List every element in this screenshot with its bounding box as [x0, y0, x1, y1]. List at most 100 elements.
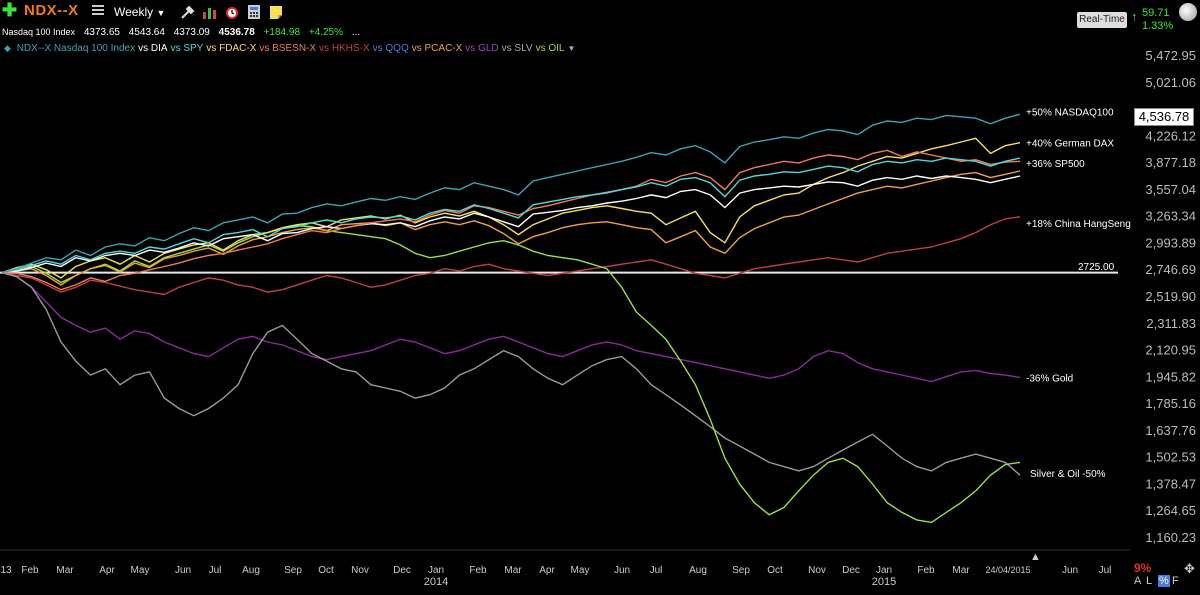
series-line-ndx[interactable]	[1, 113, 1021, 274]
x-tick-label: Feb	[21, 565, 39, 576]
series-line-slv[interactable]	[1, 272, 1021, 476]
quote-low: 4373.09	[173, 27, 210, 38]
legend-item[interactable]: vs OIL	[535, 43, 565, 54]
y-tick-label: 2,746.69	[1145, 262, 1196, 277]
notes-icon[interactable]	[268, 4, 284, 20]
annotation-label: +40% German DAX	[1026, 139, 1114, 150]
annotation-label: -36% Gold	[1026, 373, 1073, 384]
series-line-dax[interactable]	[1, 137, 1021, 279]
legend-item[interactable]: vs FDAC-X	[206, 43, 257, 54]
annotation-label: +18% China HangSeng	[1026, 219, 1131, 230]
x-tick-label: Feb	[917, 565, 935, 576]
x-tick-label: Jan	[876, 565, 892, 576]
scroll-marker-icon[interactable]: ▲	[1030, 551, 1041, 563]
series-line-bsesn[interactable]	[1, 149, 1021, 291]
quote-change: +184.98	[263, 27, 301, 38]
x-tick-label: Jan	[428, 565, 444, 576]
y-tick-label: 5,021.06	[1145, 75, 1196, 90]
realtime-button[interactable]: Real-Time	[1077, 12, 1127, 28]
fit-button[interactable]: F	[1172, 575, 1179, 587]
series-line-dia[interactable]	[1, 175, 1021, 274]
x-tick-label: Mar	[952, 565, 970, 576]
quote-line: Nasdaq 100 Index 4373.65 4543.64 4373.09…	[2, 27, 366, 38]
series-line-gld[interactable]	[1, 272, 1021, 383]
legend-item[interactable]: vs PCAC-X	[411, 43, 463, 54]
x-tick-label: Feb	[469, 565, 487, 576]
tools-icon[interactable]	[180, 4, 196, 20]
legend-item[interactable]: vs BSESN-X	[259, 43, 317, 54]
y-tick-label: 1,378.47	[1145, 476, 1196, 491]
x-tick-label: Dec	[393, 565, 411, 576]
legend-item[interactable]: NDX--X Nasdaq 100 Index	[16, 43, 136, 54]
chart-legend: ◆ NDX--X Nasdaq 100 Index vs DIA vs SPY vs …	[4, 43, 578, 54]
year-label: 2014	[424, 576, 448, 588]
series-line-hkhs[interactable]	[1, 216, 1021, 296]
quote-change-pct: +4.25%	[308, 27, 344, 38]
y-tick-label: 2,311.83	[1146, 316, 1196, 331]
log-scale-button[interactable]: L	[1146, 575, 1153, 587]
year-label: 2015	[872, 576, 896, 588]
series-line-spy[interactable]	[1, 157, 1021, 274]
x-tick-label: Sep	[284, 565, 302, 576]
pan-arrows-icon[interactable]: ✥	[1184, 561, 1195, 576]
y-tick-label: 3,557.04	[1145, 182, 1196, 197]
percent-scale-button[interactable]: %	[1158, 575, 1170, 587]
x-tick-label: Apr	[539, 565, 555, 576]
y-tick-label: 1,945.82	[1145, 369, 1196, 384]
percent-toggle-icon[interactable]: 9%	[1134, 561, 1152, 575]
up-arrow-icon: ↑	[1131, 9, 1138, 24]
quote-more[interactable]: ...	[351, 27, 361, 38]
auto-scale-button[interactable]: A	[1134, 575, 1142, 587]
quote-high: 4543.64	[128, 27, 165, 38]
x-tick-label: May	[131, 565, 150, 576]
legend-item[interactable]: vs SPY	[170, 43, 204, 54]
x-tick-label: May	[571, 565, 590, 576]
y-tick-label: 4,226.12	[1145, 128, 1196, 143]
series-line-pcac[interactable]	[1, 170, 1021, 286]
legend-item[interactable]: vs DIA	[138, 43, 168, 54]
legend-dropdown-icon[interactable]: ▼	[567, 44, 576, 53]
quote-close: 4536.78	[218, 27, 255, 38]
reference-line-label: 2725.00	[1078, 262, 1115, 273]
change-value: 59.71	[1142, 7, 1170, 19]
watchlist-icon[interactable]	[92, 5, 104, 17]
y-tick-label: 5,472.95	[1145, 48, 1196, 63]
y-tick-label: 1,785.16	[1145, 396, 1196, 411]
legend-item[interactable]: vs SLV	[501, 43, 533, 54]
y-tick-label: 2,993.89	[1145, 235, 1196, 250]
x-tick-label: Jul	[209, 565, 222, 576]
y-tick-label: 1,264.65	[1145, 503, 1196, 518]
alarm-icon[interactable]	[224, 4, 240, 20]
y-tick-label: 1,160.23	[1145, 530, 1196, 545]
legend-item[interactable]: vs HKHS-X	[319, 43, 370, 54]
x-tick-label: 13	[0, 565, 12, 576]
series-line-oil[interactable]	[1, 224, 1021, 524]
legend-item[interactable]: vs QQQ	[372, 43, 409, 54]
x-tick-label: Mar	[504, 565, 522, 576]
calculator-icon[interactable]	[246, 4, 262, 20]
x-tick-label: Jun	[175, 565, 191, 576]
x-tick-label: Jul	[650, 565, 663, 576]
globe-icon[interactable]	[1179, 3, 1197, 21]
last-price-label: 4,536.78	[1134, 108, 1194, 126]
x-tick-label: Jun	[614, 565, 630, 576]
y-tick-label: 3,263.34	[1145, 209, 1196, 224]
y-tick-label: 1,502.53	[1145, 450, 1196, 465]
x-tick-label: Apr	[99, 565, 115, 576]
legend-triangle-icon: ◆	[4, 43, 11, 53]
legend-item[interactable]: vs GLD	[465, 43, 499, 54]
annotation-label: +36% SP500	[1026, 159, 1085, 170]
x-tick-label: Aug	[242, 565, 260, 576]
x-tick-label: Oct	[318, 565, 334, 576]
annotation-label: +50% NASDAQ100	[1026, 107, 1114, 118]
interval-select[interactable]: Weekly ▼	[114, 5, 165, 19]
symbol-name[interactable]: NDX--X	[24, 2, 79, 19]
add-symbol-icon[interactable]: ✚	[2, 0, 18, 20]
y-tick-label: 2,519.90	[1145, 289, 1196, 304]
x-tick-label: Nov	[808, 565, 826, 576]
x-tick-label: Sep	[732, 565, 750, 576]
quote-name: Nasdaq 100 Index	[2, 27, 76, 37]
studies-icon[interactable]	[202, 4, 218, 20]
change-percent: 1.33%	[1142, 20, 1174, 32]
